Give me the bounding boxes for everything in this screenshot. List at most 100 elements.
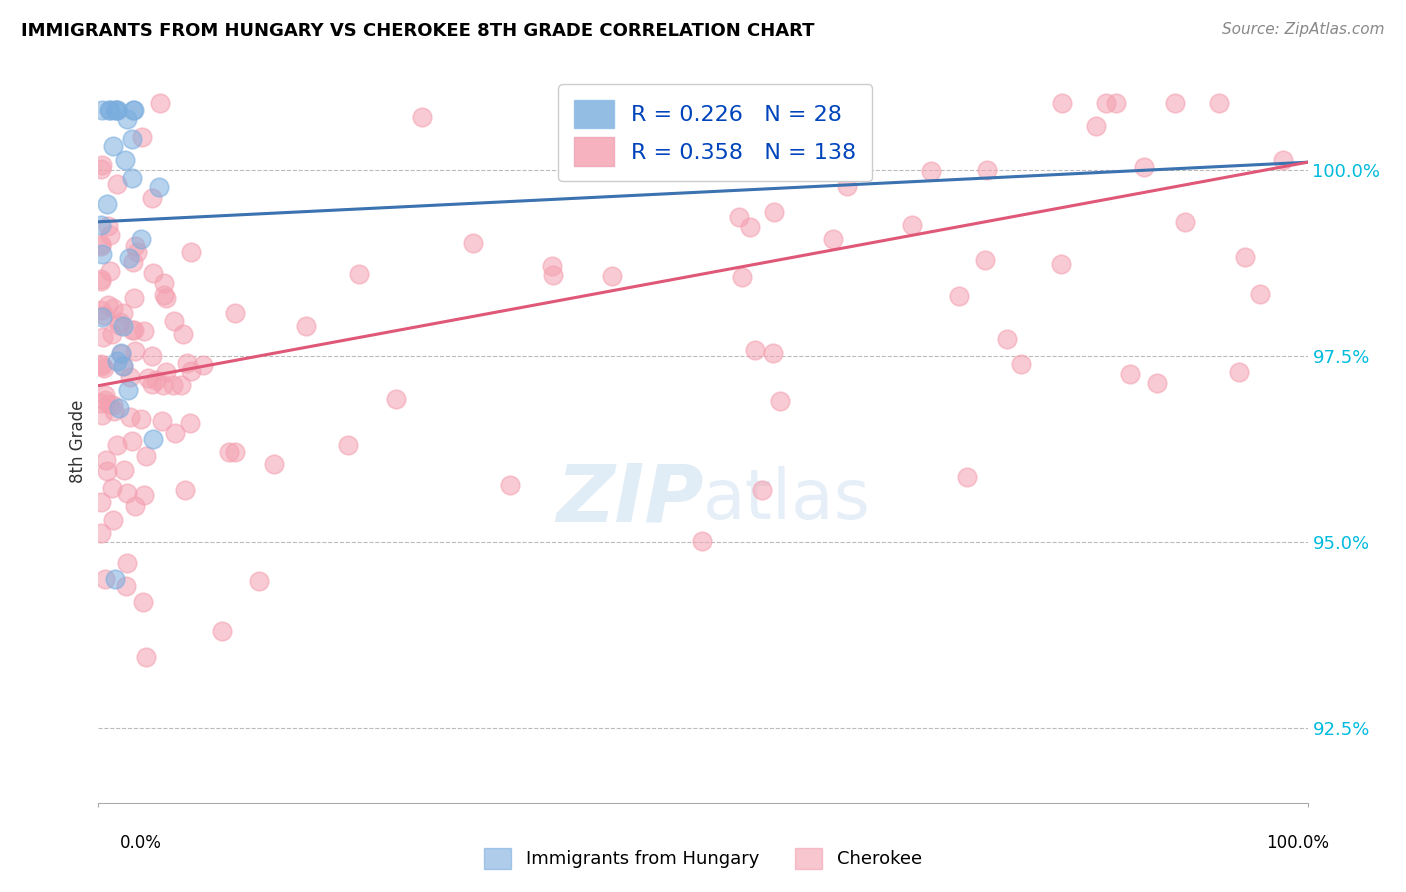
Point [821, 232, 844, 246]
Point [1164, 95, 1187, 110]
Point [948, 289, 970, 303]
Point [162, 378, 184, 392]
Point [132, 488, 155, 502]
Point [692, 534, 714, 549]
Point [101, 138, 124, 153]
Point [1084, 119, 1107, 133]
Point [118, 409, 141, 424]
Point [115, 112, 138, 127]
Point [121, 170, 143, 185]
Point [263, 457, 285, 471]
Point [738, 219, 761, 234]
Point [91, 247, 114, 261]
Text: atlas: atlas [703, 466, 870, 533]
Point [124, 238, 146, 252]
Point [294, 318, 316, 333]
Point [90, 357, 112, 371]
Point [1104, 95, 1126, 110]
Point [120, 370, 142, 384]
Text: Source: ZipAtlas.com: Source: ZipAtlas.com [1222, 22, 1385, 37]
Point [224, 444, 246, 458]
Point [129, 232, 152, 246]
Point [153, 276, 176, 290]
Point [115, 579, 138, 593]
Point [98, 103, 121, 117]
Point [174, 483, 197, 498]
Point [163, 313, 186, 327]
Point [103, 404, 125, 418]
Point [89, 219, 111, 233]
Point [110, 345, 132, 359]
Point [838, 95, 860, 110]
Point [90, 525, 112, 540]
Point [131, 130, 153, 145]
Point [336, 438, 359, 452]
Point [93, 309, 115, 323]
Point [179, 416, 201, 430]
Point [1146, 376, 1168, 390]
Point [170, 378, 193, 392]
Point [108, 318, 131, 332]
Point [117, 383, 139, 397]
Point [731, 270, 754, 285]
Y-axis label: 8th Grade: 8th Grade [69, 400, 87, 483]
Point [115, 556, 138, 570]
Legend: R = 0.226   N = 28, R = 0.358   N = 138: R = 0.226 N = 28, R = 0.358 N = 138 [558, 84, 872, 181]
Point [543, 268, 565, 283]
Point [411, 110, 433, 124]
Point [744, 343, 766, 358]
Point [155, 291, 177, 305]
Point [91, 359, 114, 373]
Point [91, 330, 114, 344]
Point [101, 513, 124, 527]
Point [124, 499, 146, 513]
Point [165, 426, 187, 441]
Point [111, 359, 134, 374]
Point [105, 177, 128, 191]
Point [600, 268, 623, 283]
Point [103, 301, 125, 316]
Point [995, 332, 1018, 346]
Point [153, 288, 176, 302]
Point [920, 163, 942, 178]
Point [101, 327, 124, 342]
Point [122, 103, 145, 117]
Point [103, 399, 125, 413]
Point [1119, 367, 1142, 381]
Point [461, 236, 484, 251]
Point [1249, 287, 1271, 301]
Point [218, 445, 240, 459]
Point [98, 263, 121, 277]
Point [384, 392, 406, 407]
Point [111, 359, 134, 374]
Point [121, 132, 143, 146]
Point [1208, 95, 1230, 110]
Text: 100.0%: 100.0% [1265, 834, 1329, 852]
Point [121, 434, 143, 448]
Point [1174, 215, 1197, 229]
Point [180, 364, 202, 378]
Point [98, 228, 121, 243]
Point [90, 396, 112, 410]
Point [105, 103, 128, 117]
Point [1050, 257, 1073, 271]
Point [112, 319, 135, 334]
Point [142, 432, 165, 446]
Text: IMMIGRANTS FROM HUNGARY VS CHEROKEE 8TH GRADE CORRELATION CHART: IMMIGRANTS FROM HUNGARY VS CHEROKEE 8TH … [21, 22, 814, 40]
Point [96, 464, 118, 478]
Point [155, 365, 177, 379]
Point [124, 323, 146, 337]
Point [180, 245, 202, 260]
Point [1132, 160, 1154, 174]
Point [973, 253, 995, 268]
Point [141, 376, 163, 391]
Point [105, 438, 128, 452]
Point [97, 298, 120, 312]
Point [540, 259, 562, 273]
Point [122, 255, 145, 269]
Point [94, 392, 117, 407]
Point [1010, 357, 1032, 371]
Point [172, 327, 194, 342]
Point [141, 350, 163, 364]
Point [93, 361, 115, 376]
